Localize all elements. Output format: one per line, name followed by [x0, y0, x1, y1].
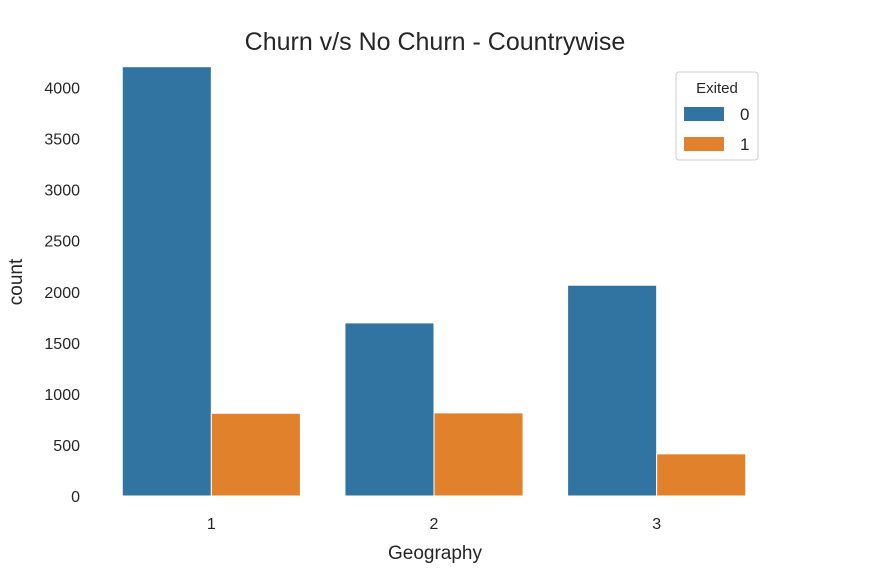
chart-title: Churn v/s No Churn - Countrywise — [245, 28, 626, 56]
bar-geo-1-exited-1 — [210, 412, 301, 497]
legend-swatch-0 — [684, 107, 724, 121]
y-axis-ticks: 0 500 1000 1500 2000 2500 3000 3500 4000 — [44, 81, 80, 506]
bars — [121, 66, 747, 497]
y-axis-label: count — [6, 258, 27, 305]
legend-title: Exited — [696, 80, 738, 97]
y-tick-label: 2500 — [44, 234, 80, 251]
y-tick-label: 0 — [71, 489, 80, 506]
bar-geo-1-exited-0 — [121, 66, 212, 497]
bar-geo-2-exited-1 — [433, 412, 524, 497]
bar-geo-3-exited-0 — [567, 284, 658, 497]
x-tick-label: 2 — [430, 516, 439, 533]
y-tick-label: 500 — [53, 438, 80, 455]
y-tick-label: 1500 — [44, 336, 80, 353]
y-tick-label: 4000 — [44, 81, 80, 98]
legend-label-1: 1 — [740, 135, 749, 154]
legend-label-0: 0 — [740, 105, 749, 124]
x-axis-ticks: 1 2 3 — [207, 516, 661, 533]
legend-swatch-1 — [684, 137, 724, 151]
y-tick-label: 1000 — [44, 387, 80, 404]
y-tick-label: 3500 — [44, 132, 80, 149]
x-tick-label: 3 — [652, 516, 661, 533]
y-tick-label: 2000 — [44, 285, 80, 302]
x-tick-label: 1 — [207, 516, 216, 533]
x-axis-label: Geography — [388, 543, 483, 564]
bar-geo-2-exited-0 — [344, 322, 435, 497]
y-tick-label: 3000 — [44, 183, 80, 200]
legend: Exited 0 1 — [675, 71, 759, 161]
bar-geo-3-exited-1 — [656, 453, 747, 497]
